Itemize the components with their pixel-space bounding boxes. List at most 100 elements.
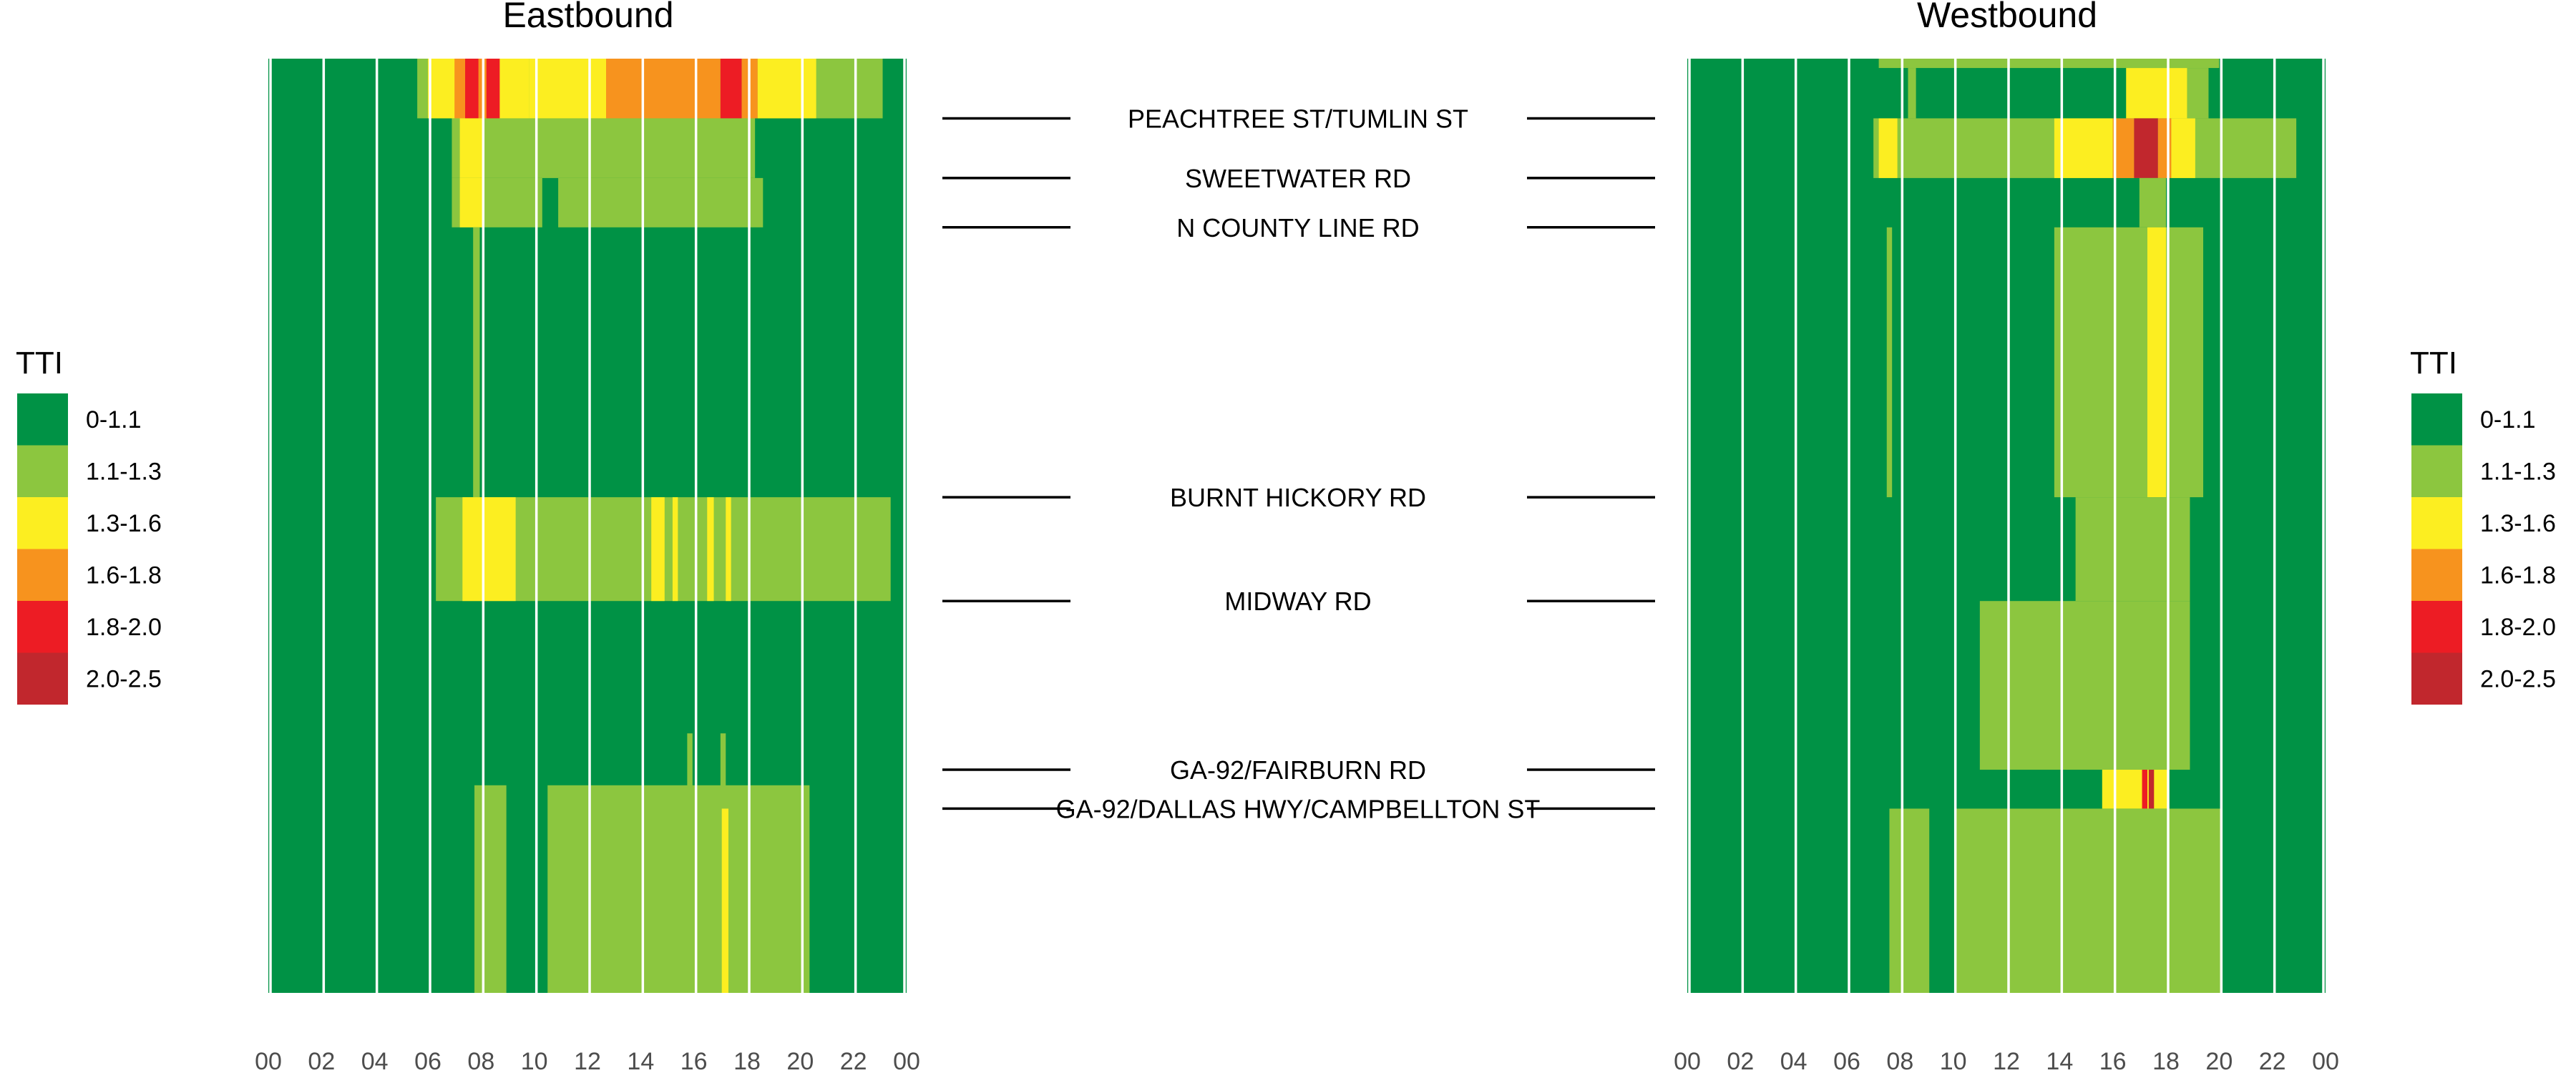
legend-label: 2.0-2.5 [86, 666, 162, 693]
heatmap-cell [459, 177, 484, 227]
heatmap-cell [707, 497, 714, 602]
heatmap-cell [2126, 68, 2187, 119]
legend-swatch [2411, 393, 2462, 446]
heatmap-cell [2134, 118, 2158, 178]
x-tick-label: 00 [255, 1048, 282, 1073]
x-tick-label: 00 [893, 1048, 920, 1073]
heatmap-cell [1956, 808, 2223, 993]
legend-label: 1.1-1.3 [86, 459, 162, 486]
heatmap-cell [2148, 770, 2155, 809]
x-tick-label: 06 [414, 1048, 441, 1073]
heatmap-cell [462, 497, 516, 602]
heatmap-cell [473, 227, 480, 498]
x-tick-label: 14 [2046, 1048, 2073, 1073]
heatmap-cell [2142, 770, 2147, 809]
heatmap-cell [651, 497, 665, 602]
heatmap-cell [2171, 118, 2195, 178]
heatmap-cell [1979, 601, 2190, 770]
eastbound-title: Eastbound [502, 0, 673, 35]
legend-label: 1.1-1.3 [2480, 459, 2556, 486]
heatmap-cell [2139, 177, 2166, 227]
x-tick-label: 08 [1886, 1048, 1913, 1073]
x-tick-label: 14 [627, 1048, 654, 1073]
road-label: N COUNTY LINE RD [1176, 213, 1419, 242]
legend-swatch [17, 652, 68, 705]
legend-label: 1.8-2.0 [2480, 614, 2556, 641]
x-tick-label: 08 [467, 1048, 494, 1073]
x-tick-label: 20 [786, 1048, 814, 1073]
heatmap-cell [720, 59, 742, 119]
legend-swatch [17, 601, 68, 653]
legend-label: 0-1.1 [86, 406, 142, 433]
heatmap-cell [1886, 227, 1893, 498]
heatmap-cell [474, 785, 507, 993]
x-tick-label: 00 [2312, 1048, 2339, 1073]
heatmap-cell [529, 59, 607, 119]
x-tick-label: 02 [308, 1048, 335, 1073]
road-labels: PEACHTREE ST/TUMLIN ST SWEETWATER RD N COU… [942, 104, 1655, 823]
x-tick-label: 12 [1993, 1048, 2020, 1073]
heatmap-cell [558, 177, 763, 227]
legend-swatch [17, 445, 68, 497]
legend-label: 1.6-1.8 [86, 562, 162, 589]
heatmap-cell [547, 785, 810, 993]
legend-label: 1.6-1.8 [2480, 562, 2556, 589]
x-tick-label: 10 [521, 1048, 548, 1073]
road-label: GA-92/DALLAS HWY/CAMPBELLTON ST [1056, 794, 1541, 823]
heatmap-cell [2054, 118, 2113, 178]
legend-label: 1.3-1.6 [86, 510, 162, 537]
road-label: BURNT HICKORY RD [1170, 483, 1426, 512]
legend-title: TTI [16, 346, 63, 381]
x-tick-label: 12 [574, 1048, 601, 1073]
heatmap-cell [2075, 497, 2190, 602]
heatmap-cell [1878, 118, 1898, 178]
x-tick-label: 22 [2259, 1048, 2286, 1073]
legend-right: TTI 0-1.1 1.1-1.3 1.3-1.6 1.6-1.8 1.8-2.0 2.0… [2410, 346, 2556, 705]
heatmap-cell [687, 733, 693, 809]
x-tick-label: 06 [1833, 1048, 1860, 1073]
legend-swatch [2411, 445, 2462, 497]
heatmap-cell [2147, 227, 2166, 498]
legend-title: TTI [2410, 346, 2457, 381]
heatmap-cell [1878, 59, 2220, 69]
legend-swatch [2411, 549, 2462, 601]
westbound-panel: Westbound 00 02 04 06 08 10 12 14 16 18 20 22 00 [1674, 0, 2339, 1073]
heatmap-cell [1889, 808, 1930, 993]
x-tick-label: 20 [2205, 1048, 2233, 1073]
heatmap-cell [486, 59, 500, 119]
x-tick-label: 18 [2152, 1048, 2180, 1073]
legend-swatch [2411, 652, 2462, 705]
legend-label: 0-1.1 [2480, 406, 2536, 433]
legend-swatch [17, 393, 68, 446]
heatmap-cell [606, 59, 721, 119]
heatmap-cell [672, 497, 678, 602]
heatmap-cell [2112, 118, 2135, 178]
heatmap-cell [757, 59, 816, 119]
x-tick-label: 00 [1674, 1048, 1701, 1073]
road-label: MIDWAY RD [1224, 587, 1371, 616]
x-tick-label: 10 [1940, 1048, 1967, 1073]
x-tick-label: 18 [733, 1048, 761, 1073]
heatmap-cell [452, 118, 756, 178]
x-tick-label: 04 [1780, 1048, 1807, 1073]
legend-left: TTI 0-1.1 1.1-1.3 1.3-1.6 1.6-1.8 1.8-2.0 2.0… [16, 346, 162, 705]
legend-label: 2.0-2.5 [2480, 666, 2556, 693]
heatmap-cell [459, 118, 484, 178]
westbound-title: Westbound [1917, 0, 2097, 35]
heatmap-cell [726, 497, 731, 602]
legend-label: 1.3-1.6 [2480, 510, 2556, 537]
road-label: SWEETWATER RD [1185, 164, 1411, 193]
heatmap-cell [721, 808, 728, 993]
legend-label: 1.8-2.0 [86, 614, 162, 641]
x-tick-label: 16 [2099, 1048, 2127, 1073]
heatmap-cell [2054, 227, 2204, 498]
legend-swatch [2411, 497, 2462, 549]
x-tick-label: 02 [1727, 1048, 1754, 1073]
road-label: GA-92/FAIRBURN RD [1170, 755, 1426, 785]
x-tick-label: 04 [361, 1048, 389, 1073]
heatmap-cell [2102, 770, 2169, 809]
road-label: PEACHTREE ST/TUMLIN ST [1128, 104, 1468, 133]
eastbound-panel: Eastbound 00 02 04 06 08 10 12 14 16 18 20 22 00 [255, 0, 920, 1073]
legend-swatch [2411, 601, 2462, 653]
